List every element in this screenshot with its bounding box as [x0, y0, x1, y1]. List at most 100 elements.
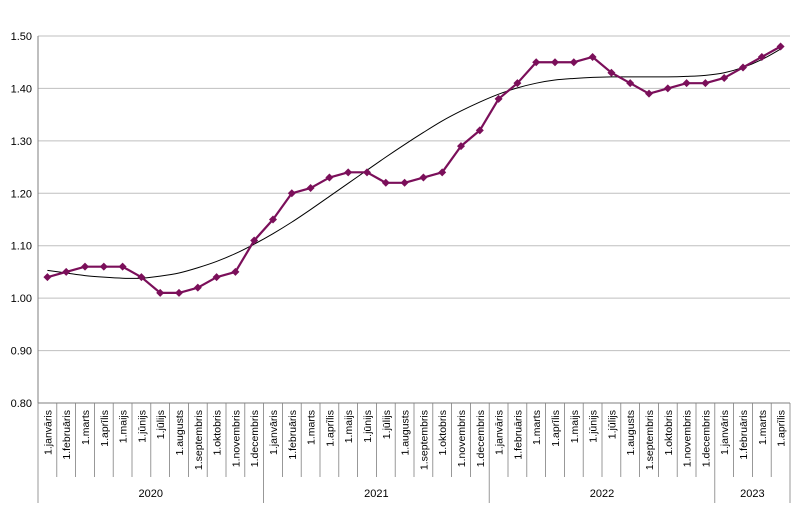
x-tick-label: 1.jūlijs: [155, 410, 167, 439]
data-point: [344, 168, 353, 177]
x-tick-label: 1.decembris: [249, 410, 261, 467]
data-point: [137, 273, 146, 282]
year-label: 2023: [740, 488, 764, 500]
data-point: [250, 236, 259, 245]
x-tick-label: 1.februāris: [287, 410, 299, 460]
x-tick-label: 1.aprīlis: [550, 410, 562, 447]
x-tick-label: 1.marts: [306, 410, 318, 445]
y-tick-label: 1.10: [11, 241, 32, 253]
data-point: [551, 58, 559, 67]
data-point: [99, 262, 108, 271]
data-point: [193, 283, 202, 292]
x-tick-label: 1.aprīlis: [776, 410, 788, 447]
data-series: [43, 42, 785, 297]
x-tick-label: 1.maijs: [118, 410, 130, 443]
x-tick-label: 1.februāris: [738, 410, 750, 460]
data-point: [363, 168, 371, 177]
x-tick-label: 1.augusts: [400, 410, 412, 456]
x-tick-label: 1.maijs: [569, 410, 581, 443]
x-tick-label: 1.novembris: [682, 410, 694, 467]
x-tick-label: 1.janvāris: [268, 410, 280, 455]
data-point: [569, 58, 578, 67]
data-point: [475, 126, 484, 135]
x-tick-label: 1.februāris: [512, 410, 524, 460]
data-point: [306, 184, 315, 193]
y-tick-label: 0.80: [11, 398, 32, 410]
x-tick-label: 1.marts: [531, 410, 543, 445]
x-tick-label: 1.septembris: [644, 410, 656, 470]
data-point: [532, 58, 541, 67]
data-point: [645, 89, 653, 98]
data-point: [400, 178, 409, 187]
data-point: [663, 84, 672, 93]
x-tick-label: 1.janvāris: [42, 410, 54, 455]
axes: [37, 36, 791, 503]
y-tick-label: 1.20: [11, 188, 32, 200]
data-point: [626, 79, 635, 88]
x-tick-label: 1.septembris: [193, 410, 205, 470]
data-point: [776, 42, 785, 51]
data-point: [682, 79, 691, 88]
x-tick-label: 1.decembris: [475, 410, 487, 467]
data-point: [419, 173, 428, 182]
x-tick-label: 1.janvāris: [494, 410, 506, 455]
x-tick-label: 1.septembris: [418, 410, 430, 470]
x-tick-label: 1.oktobris: [212, 410, 224, 456]
y-tick-label: 1.30: [11, 136, 32, 148]
data-point: [81, 262, 89, 271]
data-point: [118, 262, 127, 271]
x-tick-label: 1.janvāris: [719, 410, 731, 455]
data-point: [231, 267, 240, 276]
x-tick-label: 1.novembris: [456, 410, 468, 467]
data-point: [494, 94, 503, 103]
data-point: [325, 173, 334, 182]
data-point: [739, 63, 747, 72]
data-point: [62, 267, 71, 276]
x-axis-year-labels: 2020 2021 2022 2023: [139, 488, 765, 500]
x-tick-label: 1.februāris: [61, 410, 73, 460]
data-point: [757, 52, 766, 61]
data-point: [175, 288, 183, 297]
x-tick-label: 1.aprīlis: [99, 410, 111, 447]
x-tick-label: 1.augusts: [174, 410, 186, 456]
data-point: [720, 73, 729, 82]
x-tick-label: 1.jūnijs: [136, 410, 148, 443]
data-point: [607, 68, 616, 77]
data-point: [287, 189, 296, 198]
data-point: [588, 52, 597, 61]
data-point: [701, 79, 710, 88]
x-tick-label: 1.jūlijs: [381, 410, 393, 439]
x-tick-label: 1.aprīlis: [324, 410, 336, 447]
data-point: [156, 288, 165, 297]
x-tick-label: 1.oktobris: [437, 410, 449, 456]
y-axis-tick-labels: 0.80 0.90 1.00 1.10 1.20 1.30 1.40 1.50: [11, 31, 32, 410]
data-point: [212, 273, 221, 282]
data-point: [381, 178, 390, 187]
x-tick-label: 1.decembris: [700, 410, 712, 467]
trendline: [47, 48, 781, 279]
x-tick-label: 1.marts: [80, 410, 92, 445]
trendline-path: [47, 48, 781, 279]
year-label: 2022: [590, 488, 614, 500]
y-tick-label: 1.00: [11, 293, 32, 305]
series-line: [47, 45, 782, 294]
x-tick-label: 1.maijs: [343, 410, 355, 443]
data-point: [513, 79, 522, 88]
y-tick-label: 0.90: [11, 346, 32, 358]
data-point: [269, 215, 277, 224]
y-tick-label: 1.40: [11, 83, 32, 95]
x-tick-label: 1.novembris: [230, 410, 242, 467]
data-point: [438, 168, 447, 177]
year-label: 2021: [364, 488, 388, 500]
x-axis-month-labels: 1.janvāris 1.februāris 1.marts 1.aprīlis 1.m…: [42, 410, 787, 470]
x-tick-label: 1.jūlijs: [606, 410, 618, 439]
x-tick-label: 1.jūnijs: [362, 410, 374, 443]
data-point: [457, 142, 465, 151]
data-point: [43, 273, 52, 282]
y-tick-label: 1.50: [11, 31, 32, 43]
x-tick-label: 1.jūnijs: [588, 410, 600, 443]
x-tick-label: 1.augusts: [625, 410, 637, 456]
x-tick-label: 1.oktobris: [663, 410, 675, 456]
year-label: 2020: [139, 488, 163, 500]
x-tick-label: 1.marts: [757, 410, 769, 445]
